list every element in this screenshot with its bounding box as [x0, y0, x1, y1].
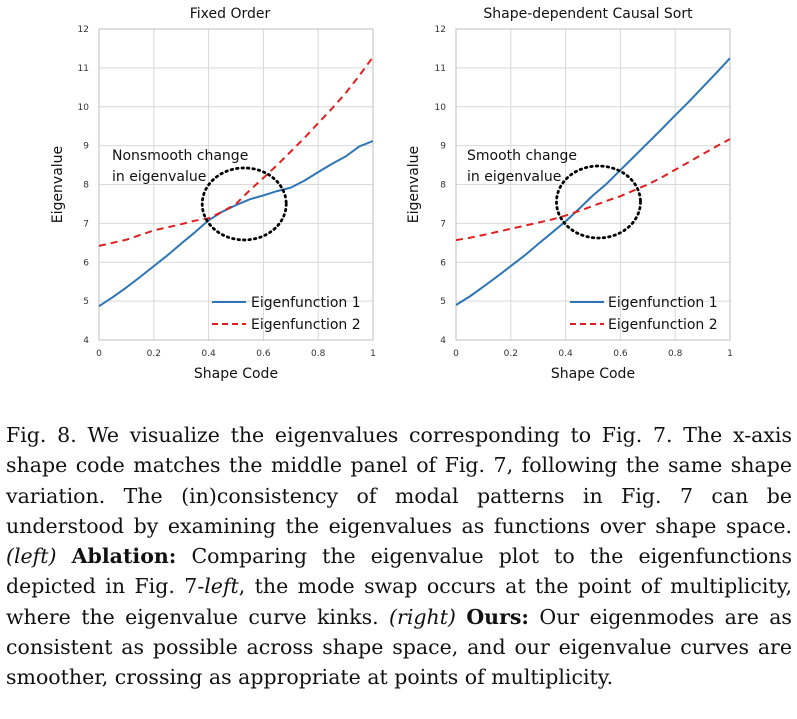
series-line-1: [455, 57, 731, 306]
caption-left-word: left: [204, 574, 239, 599]
y-tick-label: 6: [83, 258, 89, 268]
y-tick-label: 10: [435, 103, 447, 113]
x-tick-label: 0.4: [558, 349, 573, 359]
x-tick-label: 0.8: [311, 349, 326, 359]
plot-frame: [455, 28, 731, 341]
caption-text-4: Our eigenmodes are as consistent as poss…: [6, 604, 792, 690]
caption-label: Fig. 8.: [6, 423, 77, 447]
annotation-text: Smooth change: [467, 148, 577, 164]
annotation-circle: [555, 164, 642, 240]
caption-text-2: Comparing the eigenvalue plot to the eig…: [6, 544, 792, 599]
y-tick-label: 7: [440, 219, 446, 229]
y-tick-label: 6: [440, 258, 446, 268]
x-axis-label: Shape Code: [551, 366, 635, 382]
y-tick-label: 10: [78, 103, 90, 113]
x-tick-label: 0: [96, 349, 102, 359]
x-tick-label: 0.2: [504, 349, 518, 359]
x-tick-label: 0.8: [668, 349, 683, 359]
plot-frame: [98, 28, 374, 341]
y-tick-label: 9: [440, 142, 446, 152]
y-tick-label: 5: [83, 297, 89, 307]
y-tick-label: 11: [435, 64, 446, 74]
legend-label-2: Eigenfunction 2: [251, 317, 361, 333]
y-axis-label: Eigenvalue: [406, 146, 422, 223]
x-tick-label: 0.6: [613, 349, 628, 359]
x-tick-label: 1: [727, 349, 733, 359]
y-tick-label: 4: [83, 336, 89, 346]
annotation-text: in eigenvalue: [467, 169, 561, 185]
y-tick-label: 12: [78, 25, 89, 35]
x-tick-label: 0.4: [201, 349, 216, 359]
annotation-text: in eigenvalue: [112, 169, 206, 185]
figure-caption: Fig. 8. We visualize the eigenvalues cor…: [6, 420, 792, 693]
y-tick-label: 11: [78, 64, 89, 74]
caption-text-1: We visualize the eigenvalues correspondi…: [6, 423, 792, 538]
x-tick-label: 0: [453, 349, 459, 359]
chart-title: Shape-dependent Causal Sort: [483, 6, 693, 22]
legend-label-2: Eigenfunction 2: [608, 317, 718, 333]
series-line-2: [455, 138, 731, 242]
chart-title: Fixed Order: [190, 6, 271, 22]
legend-label-1: Eigenfunction 1: [251, 295, 361, 311]
series-line-1: [98, 140, 374, 308]
caption-ours-label: Ours:: [466, 604, 529, 629]
annotation-circle: [200, 166, 288, 242]
y-tick-label: 8: [83, 181, 89, 191]
caption-text-3: , the mode swap occurs at the point of m…: [6, 574, 792, 629]
legend-label-1: Eigenfunction 1: [608, 295, 718, 311]
y-tick-label: 12: [435, 25, 446, 35]
x-tick-label: 0.2: [147, 349, 161, 359]
caption-ablation-label: Ablation:: [71, 544, 177, 569]
caption-right-tag: (right): [389, 604, 456, 629]
chart-fixed-order: 0 0.2 0.4 0.6 0.8 1 4 5 6 7 8 9 10 11 12 Fixed Order Sha…: [50, 6, 376, 382]
y-tick-label: 5: [440, 297, 446, 307]
annotation-text: Nonsmooth change: [112, 148, 248, 164]
x-axis-label: Shape Code: [194, 366, 278, 382]
series-line-2: [98, 56, 374, 247]
y-axis-label: Eigenvalue: [50, 146, 66, 223]
chart-causal-sort: 0 0.2 0.4 0.6 0.8 1 4 5 6 7 8 9 10 11 12 Shape-dependen…: [406, 6, 733, 382]
y-tick-label: 9: [83, 142, 89, 152]
y-tick-label: 4: [440, 336, 446, 346]
x-tick-label: 1: [370, 349, 376, 359]
x-tick-label: 0.6: [256, 349, 271, 359]
caption-left-tag: (left): [6, 544, 57, 569]
y-tick-label: 8: [440, 181, 446, 191]
y-tick-label: 7: [83, 219, 89, 229]
